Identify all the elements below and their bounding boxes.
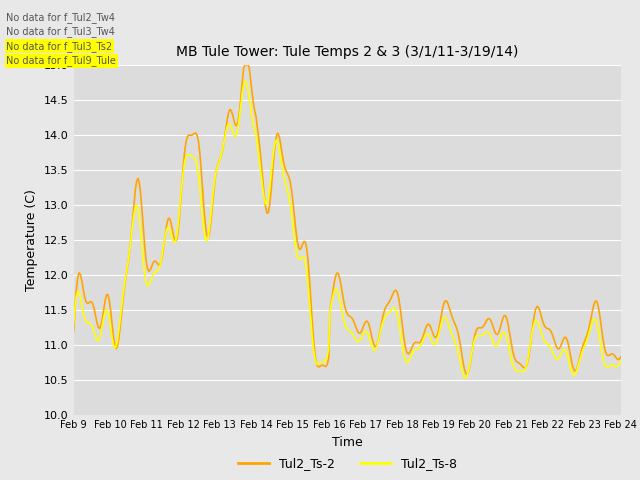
Y-axis label: Temperature (C): Temperature (C) — [26, 189, 38, 291]
Title: MB Tule Tower: Tule Temps 2 & 3 (3/1/11-3/19/14): MB Tule Tower: Tule Temps 2 & 3 (3/1/11-… — [176, 46, 518, 60]
Text: No data for f_Tul3_Tw4: No data for f_Tul3_Tw4 — [6, 26, 115, 37]
Legend: Tul2_Ts-2, Tul2_Ts-8: Tul2_Ts-2, Tul2_Ts-8 — [232, 453, 462, 476]
Text: No data for f_Tul9_Tule: No data for f_Tul9_Tule — [6, 55, 116, 66]
X-axis label: Time: Time — [332, 436, 363, 449]
Text: No data for f_Tul3_Ts2: No data for f_Tul3_Ts2 — [6, 41, 113, 52]
Text: No data for f_Tul2_Tw4: No data for f_Tul2_Tw4 — [6, 12, 115, 23]
